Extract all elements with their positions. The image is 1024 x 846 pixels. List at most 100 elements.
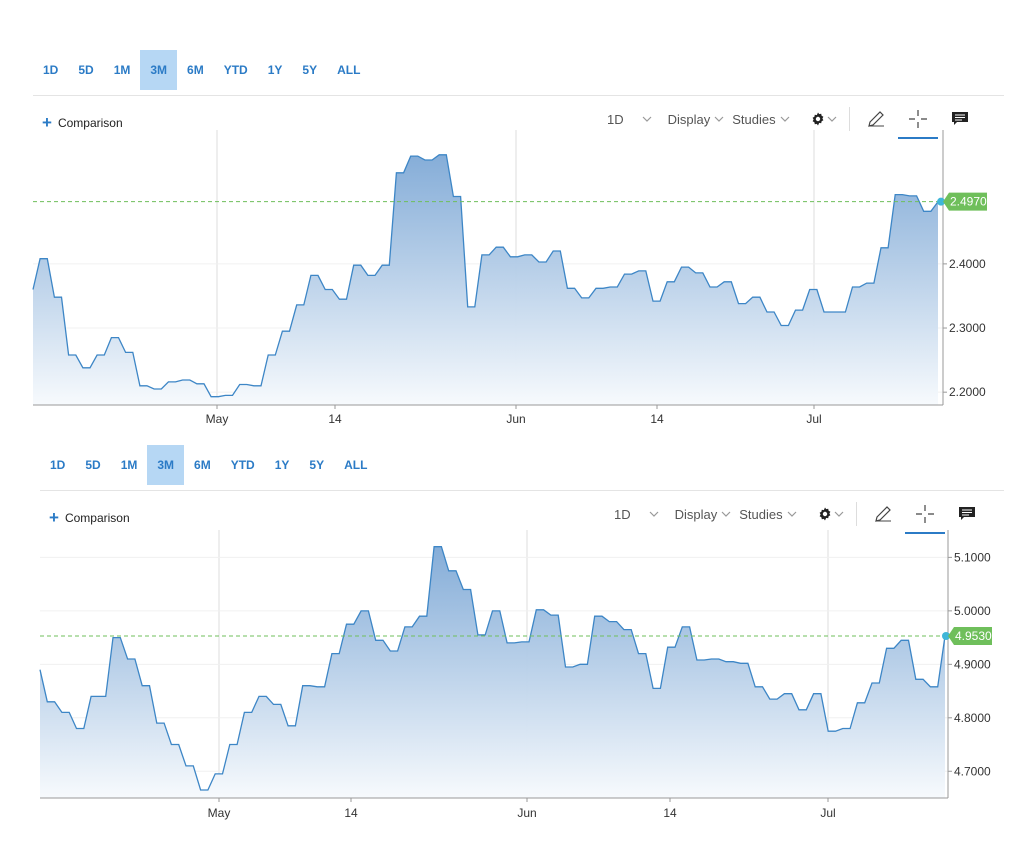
range-button-ytd[interactable]: YTD (223, 63, 248, 77)
x-tick-label: Jul (820, 806, 835, 820)
chevron-down-icon (787, 511, 797, 517)
pencil-icon (867, 111, 884, 127)
pencil-icon (874, 506, 891, 522)
area-fill (40, 546, 945, 798)
y-tick-label: 5.1000 (954, 550, 991, 564)
last-price-marker (937, 197, 945, 206)
last-price-label: 2.4970 (950, 195, 987, 209)
x-tick-label: May (208, 806, 231, 820)
range-button-6m[interactable]: 6M (187, 63, 204, 77)
gear-icon (819, 507, 831, 521)
range-button-6m[interactable]: 6M (194, 458, 211, 472)
crosshair-icon (915, 505, 934, 523)
settings-button[interactable] (810, 111, 837, 127)
chevron-down-icon (642, 116, 652, 122)
x-tick-label: Jun (517, 806, 536, 820)
news-button[interactable] (946, 105, 974, 133)
range-button-all[interactable]: ALL (337, 63, 361, 77)
range-button-5d[interactable]: 5D (85, 458, 101, 472)
studies-menu[interactable]: Studies (739, 506, 797, 522)
chart-panel-2: 1D 5D 1M 3M 6M YTD 1Y 5Y ALL + Comparison 1D Dis… (0, 395, 1024, 820)
range-button-3m[interactable]: 3M (140, 50, 178, 90)
draw-button[interactable] (869, 500, 897, 528)
range-button-3m[interactable]: 3M (147, 445, 185, 485)
chart-panel-1: 1D 5D 1M 3M 6M YTD 1Y 5Y ALL + Comparison 1D Dis… (0, 0, 1024, 426)
comparison-button[interactable]: + Comparison (49, 508, 130, 527)
price-line (39, 546, 946, 791)
y-tick-label: 4.9000 (954, 657, 991, 671)
range-button-5d[interactable]: 5D (78, 63, 94, 77)
y-tick-label: 2.3000 (949, 321, 986, 335)
range-button-5y[interactable]: 5Y (302, 63, 318, 77)
crosshair-button[interactable] (897, 105, 938, 139)
range-button-1d[interactable]: 1D (43, 63, 59, 77)
chevron-down-icon (714, 116, 724, 122)
display-menu[interactable]: Display (675, 507, 732, 522)
chart-toolbar: 1D Display Studies (607, 104, 974, 139)
comparison-button[interactable]: + Comparison (42, 113, 123, 132)
display-label: Display (667, 111, 711, 127)
divider (40, 490, 1004, 491)
x-tick-label: 14 (328, 412, 342, 426)
x-tick-label: Jul (806, 412, 821, 426)
studies-label: Studies (732, 111, 776, 127)
chevron-down-icon (834, 511, 844, 517)
chevron-down-icon (649, 511, 659, 517)
range-button-1m[interactable]: 1M (120, 458, 138, 472)
draw-button[interactable] (862, 105, 890, 133)
range-button-all[interactable]: ALL (344, 458, 368, 472)
y-tick-label: 4.7000 (954, 764, 991, 778)
news-icon (951, 112, 968, 125)
interval-label: 1D (607, 111, 624, 127)
chevron-down-icon (780, 116, 790, 122)
price-chart-1[interactable]: 2.2000 2.3000 2.4000 May 14 Jun 14 Jul 2.4970 (0, 130, 1024, 430)
price-line (32, 154, 939, 398)
range-selector: 1D 5D 1M 3M 6M YTD 1Y 5Y ALL (40, 445, 377, 485)
range-button-1d[interactable]: 1D (50, 458, 66, 472)
chevron-down-icon (827, 116, 837, 122)
comparison-label: Comparison (57, 116, 123, 130)
divider (33, 95, 1004, 96)
price-chart-2[interactable]: 4.7000 4.8000 4.9000 5.0000 5.1000 May 14 Jun 14… (0, 530, 1024, 830)
range-selector: 1D 5D 1M 3M 6M YTD 1Y 5Y ALL (33, 50, 370, 90)
x-tick-label: May (206, 412, 229, 426)
toolbar-divider (848, 107, 850, 131)
last-price-label: 4.9530 (955, 629, 992, 643)
chart-toolbar: 1D Display Studies (614, 499, 981, 534)
plus-icon: + (42, 113, 52, 132)
interval-label: 1D (614, 506, 631, 522)
range-button-1y[interactable]: 1Y (267, 63, 283, 77)
crosshair-button[interactable] (904, 500, 945, 534)
plus-icon: + (49, 508, 59, 527)
range-button-1m[interactable]: 1M (113, 63, 131, 77)
range-button-1y[interactable]: 1Y (274, 458, 290, 472)
comparison-label: Comparison (64, 511, 130, 525)
studies-menu[interactable]: Studies (732, 111, 790, 127)
gear-icon (812, 112, 824, 126)
toolbar-divider (855, 502, 857, 526)
x-tick-label: 14 (344, 806, 358, 820)
range-button-ytd[interactable]: YTD (230, 458, 255, 472)
y-tick-label: 2.4000 (949, 257, 986, 271)
area-fill (33, 154, 938, 405)
y-tick-label: 5.0000 (954, 604, 991, 618)
crosshair-icon (908, 110, 927, 128)
news-icon (958, 507, 975, 520)
y-tick-label: 4.8000 (954, 711, 991, 725)
last-price-marker (942, 631, 950, 640)
news-button[interactable] (953, 500, 981, 528)
interval-select[interactable]: 1D (614, 507, 659, 522)
settings-button[interactable] (817, 506, 844, 522)
interval-select[interactable]: 1D (607, 112, 652, 127)
x-tick-label: 14 (650, 412, 664, 426)
chevron-down-icon (721, 511, 731, 517)
x-tick-label: Jun (506, 412, 525, 426)
last-price-badge (948, 626, 992, 645)
y-tick-label: 2.2000 (949, 385, 986, 399)
last-price-badge (943, 192, 987, 211)
display-label: Display (674, 506, 718, 522)
display-menu[interactable]: Display (668, 112, 725, 127)
x-tick-label: 14 (663, 806, 677, 820)
range-button-5y[interactable]: 5Y (309, 458, 325, 472)
studies-label: Studies (739, 506, 783, 522)
